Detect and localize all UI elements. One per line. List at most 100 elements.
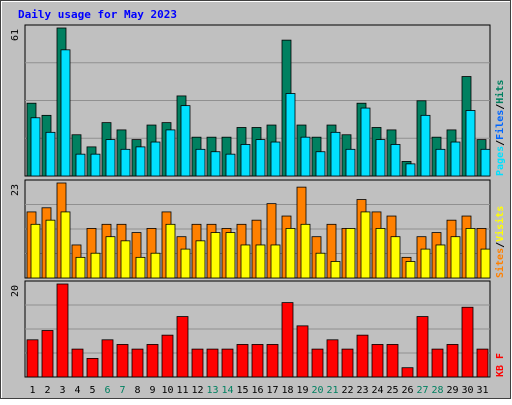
x-tick-label-28: 28 [431,385,443,396]
bar-visits-sites-11 [180,248,191,279]
bar-kbf-kb-f-8 [131,348,144,378]
bar-hits-files-15 [240,144,251,177]
x-tick-label-22: 22 [341,385,353,396]
x-tick-label-26: 26 [401,385,413,396]
bar-hits-files-27 [420,114,431,177]
bar-hits-files-7 [120,148,131,177]
legend-item-visits-2: Visits [494,206,506,242]
bar-hits-files-29 [450,141,461,177]
panel-kbf: 20 KB F [10,280,506,378]
bar-kbf-kb-f-24 [371,344,384,378]
bar-kbf-kb-f-16 [251,344,264,378]
bar-visits-sites-2 [45,219,56,279]
bar-hits-files-12 [195,148,206,177]
x-tick-label-10: 10 [161,385,173,396]
legend-hits: Pages/Files/Hits [494,80,506,176]
bar-visits-sites-10 [165,223,176,279]
bar-visits-sites-31 [480,248,491,279]
x-tick-label-25: 25 [386,385,398,396]
bar-hits-files-19 [300,136,311,177]
bar-hits-files-23 [360,107,371,177]
x-tick-label-5: 5 [89,385,95,396]
bar-hits-files-22 [345,148,356,177]
bar-hits-files-1 [30,117,41,177]
bar-visits-sites-27 [420,248,431,279]
bar-visits-sites-19 [300,223,311,279]
bar-visits-sites-22 [345,228,356,279]
bar-kbf-kb-f-21 [326,339,339,378]
bar-kbf-kb-f-19 [296,325,309,378]
bar-kbf-kb-f-17 [266,344,279,378]
bar-kbf-kb-f-3 [56,283,69,378]
bar-kbf-kb-f-25 [386,344,399,378]
bar-kbf-kb-f-18 [281,302,294,378]
bar-kbf-kb-f-23 [356,334,369,378]
bar-visits-sites-26 [405,261,416,279]
bar-hits-files-3 [60,49,71,177]
bar-hits-files-25 [390,144,401,177]
x-tick-label-21: 21 [326,385,338,396]
bar-kbf-kb-f-2 [41,330,54,378]
bar-visits-sites-13 [210,232,221,279]
bar-hits-files-16 [255,139,266,177]
bar-visits-sites-29 [450,236,461,279]
bar-hits-files-5 [90,153,101,177]
bar-hits-files-28 [435,148,446,177]
bar-kbf-kb-f-6 [101,339,114,378]
bar-visits-sites-25 [390,236,401,279]
bar-hits-files-8 [135,146,146,177]
bar-hits-files-13 [210,151,221,177]
x-tick-label-31: 31 [476,385,488,396]
x-tick-label-3: 3 [59,385,65,396]
bar-kbf-kb-f-10 [161,334,174,378]
bar-kbf-kb-f-13 [206,348,219,378]
bar-visits-sites-21 [330,261,341,279]
bar-hits-files-10 [165,129,176,177]
bar-kbf-kb-f-9 [146,344,159,378]
bar-visits-sites-23 [360,211,371,279]
bar-kbf-kb-f-20 [311,348,324,378]
bar-kbf-kb-f-29 [446,344,459,378]
x-tick-label-16: 16 [251,385,263,396]
bar-hits-files-17 [270,141,281,177]
bar-hits-files-9 [150,141,161,177]
bar-hits-files-2 [45,131,56,177]
bar-kbf-kb-f-15 [236,344,249,378]
bar-kbf-kb-f-7 [116,344,129,378]
x-tick-label-12: 12 [191,385,203,396]
bar-kbf-kb-f-11 [176,316,189,378]
legend-item-hits-4: Hits [494,80,506,104]
x-tick-label-13: 13 [206,385,218,396]
bar-hits-files-26 [405,163,416,177]
bar-hits-files-18 [285,93,296,177]
bar-hits-files-4 [75,153,86,177]
bar-visits-sites-3 [60,211,71,279]
x-tick-label-23: 23 [356,385,368,396]
bar-hits-files-11 [180,105,191,177]
bar-hits-files-30 [465,110,476,177]
bar-hits-files-20 [315,151,326,177]
x-tick-label-6: 6 [104,385,110,396]
bar-visits-sites-7 [120,240,131,279]
chart-title: Daily usage for May 2023 [18,8,177,21]
bar-hits-files-14 [225,153,236,177]
x-tick-label-4: 4 [74,385,80,396]
x-tick-label-11: 11 [176,385,188,396]
bar-visits-sites-15 [240,244,251,279]
legend-item-hits-0: Pages [495,146,506,176]
x-tick-label-15: 15 [236,385,248,396]
bar-visits-sites-16 [255,244,266,279]
legend-item-hits-1: / [495,140,506,146]
x-tick-label-30: 30 [461,385,473,396]
bar-visits-sites-20 [315,252,326,279]
legend-item-hits-3: / [495,104,506,110]
y-max-label-kbf: 20 [10,285,21,297]
bar-visits-sites-4 [75,256,86,279]
bar-visits-sites-28 [435,244,446,279]
bar-kbf-kb-f-31 [476,348,489,378]
legend-item-visits-0: Sites [494,248,506,278]
x-axis-labels: 1 2 3 4 5 6 7 8 9 10 11 12 13 14 15 16 17 18 19 20 21 22 23 24 2… [29,385,488,396]
bar-visits-sites-18 [285,228,296,279]
